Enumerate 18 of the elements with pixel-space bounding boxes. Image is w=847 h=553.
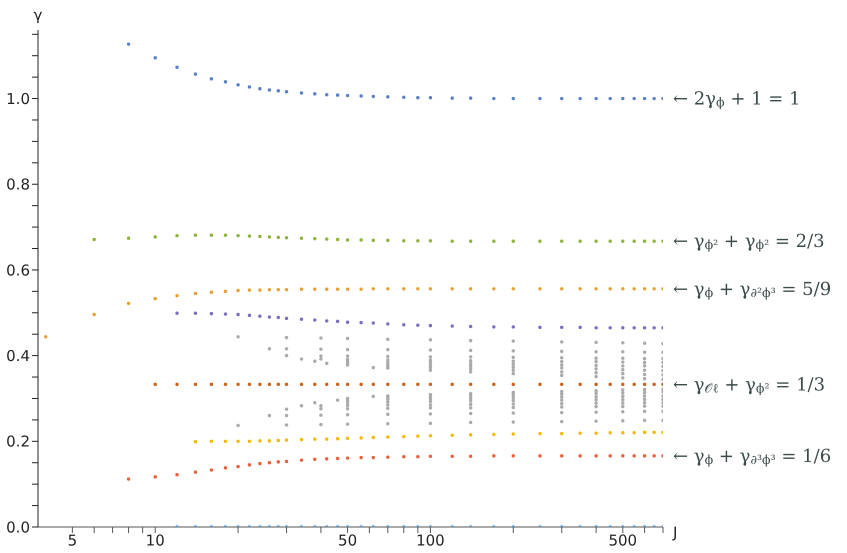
y-tick-label: 0.0	[6, 518, 30, 536]
y-tick-label: 1.0	[6, 90, 30, 108]
x-tick-label: 100	[416, 532, 445, 550]
y-tick-label: 0.4	[6, 346, 30, 365]
x-tick-label: 500	[608, 532, 638, 550]
series-label: ← γ$_{ϕ}$ + γ$_{∂³ϕ³}$ = 1/6	[673, 445, 832, 468]
x-tick-label: 10	[146, 532, 165, 550]
x-tick-label: 50	[338, 532, 358, 550]
y-axis-title: γ	[34, 6, 43, 24]
y-tick-label: 0.6	[6, 261, 30, 280]
y-tick-label: 0.8	[6, 176, 30, 194]
x-axis-title: J	[672, 523, 678, 542]
series-label: ← γ$_{ϕ}$ + γ$_{∂²ϕ³}$ = 5/9	[673, 278, 832, 300]
series-label: ← γ$_{ϕ²}$ + γ$_{ϕ²}$ = 2/3	[673, 230, 825, 253]
y-tick-label: 0.2	[6, 432, 30, 451]
x-tick-label: 5	[68, 532, 78, 550]
series-label: ← 2γ$_{ϕ}$ + 1 = 1	[673, 88, 801, 110]
series-label: ← γ$_{𝒪ℓ}$ + γ$_{ϕ²}$ = 1/3	[673, 374, 826, 396]
